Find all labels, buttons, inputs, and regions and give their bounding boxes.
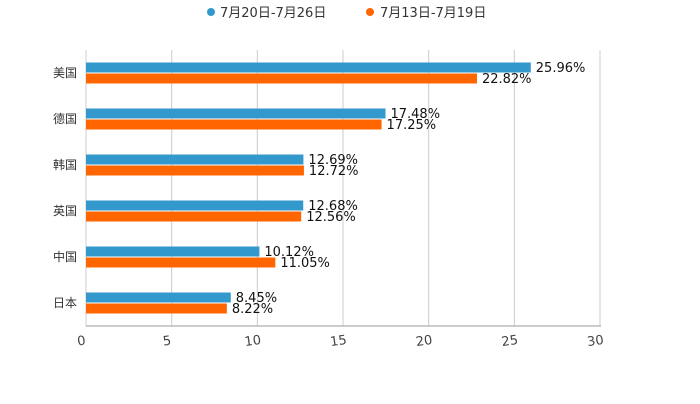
x-tick-label: 5 [162,334,172,350]
data-label: 12.68% [308,199,358,214]
bar-series1 [86,292,231,303]
bar-series1 [86,200,304,211]
bar-series1 [86,108,386,119]
bar-series2 [86,257,276,268]
bar-series2 [86,211,302,222]
data-label: 10.12% [264,245,314,260]
legend-label: 7月20日-7月26日 [220,6,326,21]
x-tick-label: 25 [501,333,519,350]
data-label: 12.69% [308,153,358,168]
data-label: 22.82% [482,72,532,87]
data-label: 25.96% [536,61,586,76]
bar-series2 [86,73,477,84]
data-label: 17.48% [390,107,440,122]
x-tick-label: 0 [76,334,86,350]
category-label: 日本 [53,296,77,310]
bar-series1 [86,154,304,165]
bar-series2 [86,119,382,130]
bar-series2 [86,303,227,314]
bar-series1 [86,62,531,73]
x-tick-label: 10 [244,333,262,350]
x-tick-label: 30 [586,333,604,350]
data-label: 8.45% [236,291,277,306]
x-tick-label: 15 [329,333,347,350]
category-label: 韩国 [53,157,77,172]
bar-series1 [86,246,260,257]
legend-label: 7月13日-7月19日 [380,6,486,21]
legend-marker-icon [366,8,374,16]
data-label: 12.56% [306,210,356,225]
data-label: 17.25% [387,118,437,133]
category-label: 英国 [53,204,77,218]
data-label: 12.72% [309,164,359,179]
x-tick-label: 20 [415,333,433,350]
data-label: 8.22% [232,302,273,317]
bar-series2 [86,165,304,176]
category-label: 美国 [53,66,77,80]
category-label: 中国 [53,249,77,264]
category-label: 德国 [53,111,77,126]
data-label: 11.05% [280,256,330,271]
legend-marker-icon [207,8,215,16]
